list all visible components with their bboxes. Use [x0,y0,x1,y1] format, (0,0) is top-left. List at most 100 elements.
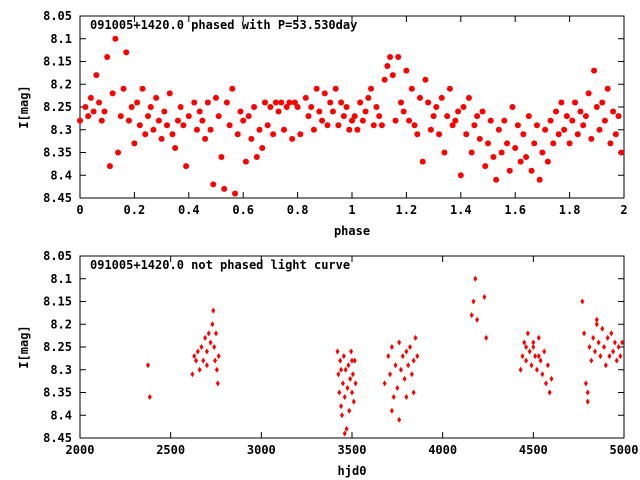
data-point [350,371,355,378]
data-point [594,321,599,328]
data-point [210,321,215,328]
data-point [512,144,519,151]
data-point [342,430,347,437]
data-point [534,366,539,373]
data-point [484,334,489,341]
data-point [351,113,358,120]
data-point [324,122,331,129]
y-tick-label: 8.3 [50,123,72,137]
data-point [400,108,407,115]
data-point [616,344,621,350]
plot-frame [79,15,625,199]
x-tick-label: 2000 [66,443,95,457]
data-point [493,176,500,183]
data-point [289,135,296,142]
data-point [376,113,383,120]
data-point [362,108,369,115]
data-point [594,316,599,323]
data-point [192,353,197,360]
data-point [611,348,616,355]
data-point [346,126,353,133]
data-point [452,117,459,124]
data-point [90,108,97,115]
data-point [112,35,119,42]
data-point [544,158,551,165]
chart-title: 091005+1420.0 not phased light curve [90,258,350,272]
data-point [134,99,141,106]
y-tick-label: 8.4 [50,168,72,182]
data-point [373,104,380,110]
data-point [422,76,429,83]
data-point [147,104,154,110]
data-point [352,357,357,364]
plot-frame [79,255,625,439]
data-point [180,122,187,129]
data-point [498,149,505,156]
data-point [582,330,587,337]
x-tick-label: 2500 [156,443,185,457]
data-point [104,53,111,60]
data-point [384,63,391,70]
x-tick-label: 0.4 [178,203,200,217]
data-point [345,384,350,391]
data-point [155,117,162,124]
data-point [185,113,192,120]
data-point [411,389,416,396]
data-point [261,99,268,106]
data-point [172,144,179,151]
data-point [297,131,304,138]
data-point [504,140,511,147]
data-point [357,99,364,106]
data-point [248,135,255,142]
data-point [524,357,529,364]
data-point [468,149,475,156]
data-point [106,163,113,170]
data-point [354,126,361,133]
data-point [618,149,625,156]
data-point [563,113,570,120]
data-point [610,108,617,115]
data-point [574,131,581,138]
data-point [388,371,393,378]
y-tick-label: 8.25 [43,100,72,114]
data-point [253,154,260,161]
data-point [404,394,409,401]
data-point [404,348,409,355]
data-point [392,117,399,124]
data-point [211,307,216,314]
data-point [338,99,345,106]
x-tick-label: 4500 [519,443,548,457]
y-axis-label: I[mag] [17,85,31,128]
data-point [327,99,334,106]
x-tick-label: 0 [76,203,83,217]
data-point [232,190,239,197]
data-point [531,140,538,147]
data-point [123,49,130,56]
data-point [213,94,219,101]
data-point [460,104,467,110]
data-point [522,339,527,346]
data-point [609,330,614,337]
data-point [286,99,293,106]
data-point [195,348,200,355]
data-point [457,172,464,179]
data-point [164,122,171,129]
data-point [419,158,426,165]
data-point [166,90,173,97]
data-point [294,104,301,110]
data-point [614,357,619,364]
data-point [538,357,543,364]
x-tick-label: 1.4 [450,203,472,217]
data-point [216,353,221,360]
data-point [580,298,585,305]
data-point [471,298,476,305]
data-point [527,348,532,355]
data-point [389,344,394,350]
data-point [251,104,258,110]
data-point [555,131,562,138]
data-point [338,357,343,364]
data-point [397,99,404,106]
data-point [245,113,252,120]
y-tick-label: 8.35 [43,386,72,400]
phased-light-curve-panel: 091005+1420.0 phased with P=53.530day ph… [17,9,628,238]
